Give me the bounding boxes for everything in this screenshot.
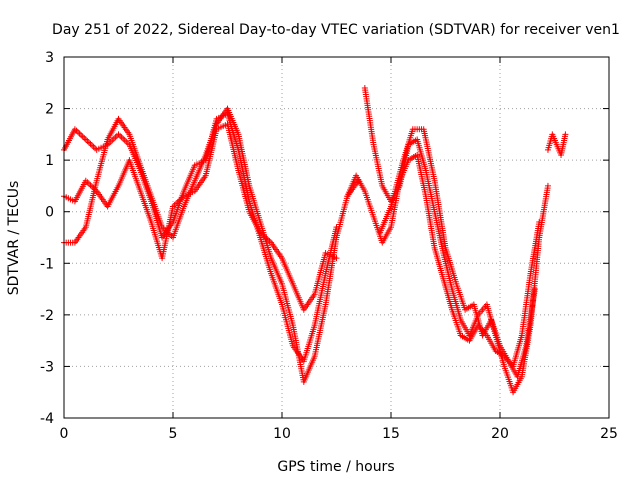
data-point: [76, 130, 83, 137]
data-point: [110, 135, 117, 142]
data-point: [562, 131, 569, 138]
x-axis-title: GPS time / hours: [277, 459, 394, 475]
data-point: [87, 140, 94, 147]
x-tick-label: 25: [600, 426, 618, 442]
y-axis-title: SDTVAR / TECUs: [6, 181, 22, 296]
axis-ticks: [63, 56, 610, 419]
x-tick-label: 0: [60, 426, 69, 442]
data-point: [81, 135, 88, 142]
data-point: [118, 134, 125, 141]
data-point: [89, 142, 96, 149]
data-point: [79, 133, 86, 140]
y-tick-label: -3: [40, 359, 54, 375]
data-point: [112, 134, 119, 141]
y-tick-label: 3: [45, 50, 54, 66]
y-tick-label: 1: [45, 153, 54, 169]
data-point: [117, 132, 124, 139]
y-tick-label: 0: [45, 205, 54, 221]
data-point: [123, 138, 130, 145]
y-tick-label: 2: [45, 102, 54, 118]
y-tick-label: -4: [40, 411, 54, 427]
data-point: [84, 137, 91, 144]
data-point: [531, 286, 538, 293]
data-point: [82, 136, 89, 143]
y-tick-label: -2: [40, 308, 54, 324]
y-tick-label: -1: [40, 256, 54, 272]
data-point: [544, 182, 551, 189]
data-point: [121, 137, 128, 144]
data-point: [109, 137, 116, 144]
data-point: [90, 143, 97, 150]
data-point: [120, 135, 127, 142]
chart-title: Day 251 of 2022, Sidereal Day-to-day VTE…: [52, 22, 620, 38]
data-point: [333, 224, 340, 231]
plot-frame: [63, 56, 610, 419]
data-point: [536, 219, 543, 226]
data-point: [115, 131, 122, 138]
data-point: [333, 255, 340, 262]
data-points: [61, 84, 569, 396]
data-point: [85, 180, 92, 187]
tick-labels: 0 5 10 15 20 25 -4 -3 -2 -1 0 1 2 3: [40, 50, 618, 442]
x-tick-label: 20: [491, 426, 509, 442]
x-tick-label: 10: [273, 426, 291, 442]
grid-lines: [64, 57, 609, 418]
x-tick-label: 5: [169, 426, 178, 442]
data-point: [75, 129, 82, 136]
x-tick-label: 15: [382, 426, 400, 442]
data-point: [85, 139, 92, 146]
data-point: [78, 132, 85, 139]
